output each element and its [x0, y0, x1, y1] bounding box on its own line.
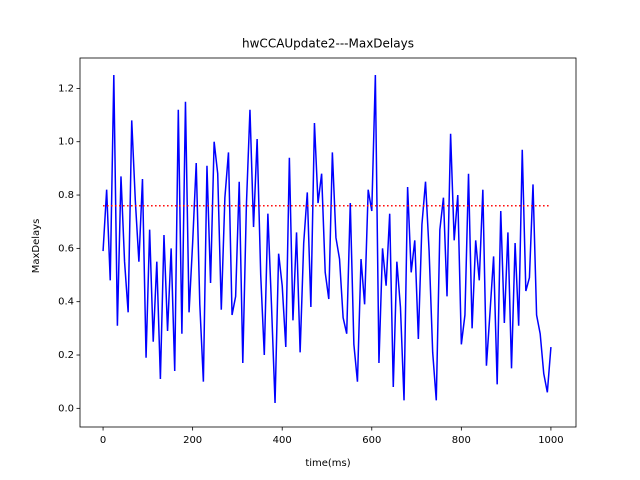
y-axis-label: MaxDelays — [31, 219, 42, 274]
x-tick-label: 400 — [273, 435, 292, 446]
y-tick-label: 0.2 — [58, 350, 74, 361]
x-tick-label: 1000 — [538, 435, 563, 446]
y-tick-label: 0.6 — [58, 243, 74, 254]
y-tick-label: 1.2 — [58, 83, 74, 94]
x-tick-label: 200 — [183, 435, 202, 446]
x-tick-label: 600 — [362, 435, 381, 446]
y-tick-label: 0.0 — [58, 403, 74, 414]
x-tick-label: 800 — [452, 435, 471, 446]
y-tick-label: 0.4 — [58, 297, 74, 308]
x-axis-label: time(ms) — [305, 458, 350, 469]
data-line — [102, 75, 552, 404]
chart-title: hwCCAUpdate2---MaxDelays — [242, 37, 414, 51]
y-tick-label: 1.0 — [58, 137, 74, 148]
x-tick-label: 0 — [100, 435, 106, 446]
plot-frame — [79, 57, 577, 428]
y-tick-label: 0.8 — [58, 190, 74, 201]
